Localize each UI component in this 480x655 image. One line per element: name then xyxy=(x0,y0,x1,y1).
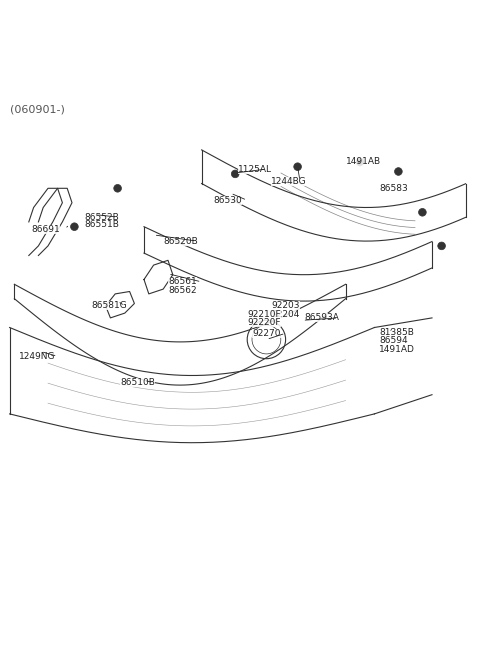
Text: 92203: 92203 xyxy=(271,301,300,310)
Text: 86581G: 86581G xyxy=(91,301,127,310)
Text: 1491AD: 1491AD xyxy=(379,345,415,354)
Text: (060901-): (060901-) xyxy=(10,104,64,115)
Text: 81385B: 81385B xyxy=(379,328,414,337)
Circle shape xyxy=(395,168,402,176)
Circle shape xyxy=(231,170,239,178)
Text: 1125AL: 1125AL xyxy=(238,164,272,174)
Circle shape xyxy=(438,242,445,250)
Text: 86594: 86594 xyxy=(379,337,408,345)
Text: 1249NG: 1249NG xyxy=(19,352,56,361)
Circle shape xyxy=(419,208,426,216)
Text: 86552B: 86552B xyxy=(84,213,119,221)
Text: 92210F: 92210F xyxy=(247,310,281,318)
Text: 92270: 92270 xyxy=(252,329,280,338)
Text: 86562: 86562 xyxy=(168,286,197,295)
Circle shape xyxy=(114,185,121,192)
Text: 1491AB: 1491AB xyxy=(346,157,381,166)
Text: 86510B: 86510B xyxy=(120,378,155,387)
Text: 86530: 86530 xyxy=(214,196,242,205)
Text: 86583: 86583 xyxy=(379,184,408,193)
Circle shape xyxy=(294,163,301,170)
Text: 86593A: 86593A xyxy=(305,313,340,322)
Text: 86561: 86561 xyxy=(168,278,197,286)
Text: 92220F: 92220F xyxy=(247,318,281,327)
Text: 92204: 92204 xyxy=(271,310,300,318)
Text: 86691: 86691 xyxy=(31,225,60,234)
Text: 1244BG: 1244BG xyxy=(271,177,307,185)
Circle shape xyxy=(71,223,78,231)
Circle shape xyxy=(356,158,364,166)
Text: 86551B: 86551B xyxy=(84,220,119,229)
Text: 86520B: 86520B xyxy=(163,236,198,246)
